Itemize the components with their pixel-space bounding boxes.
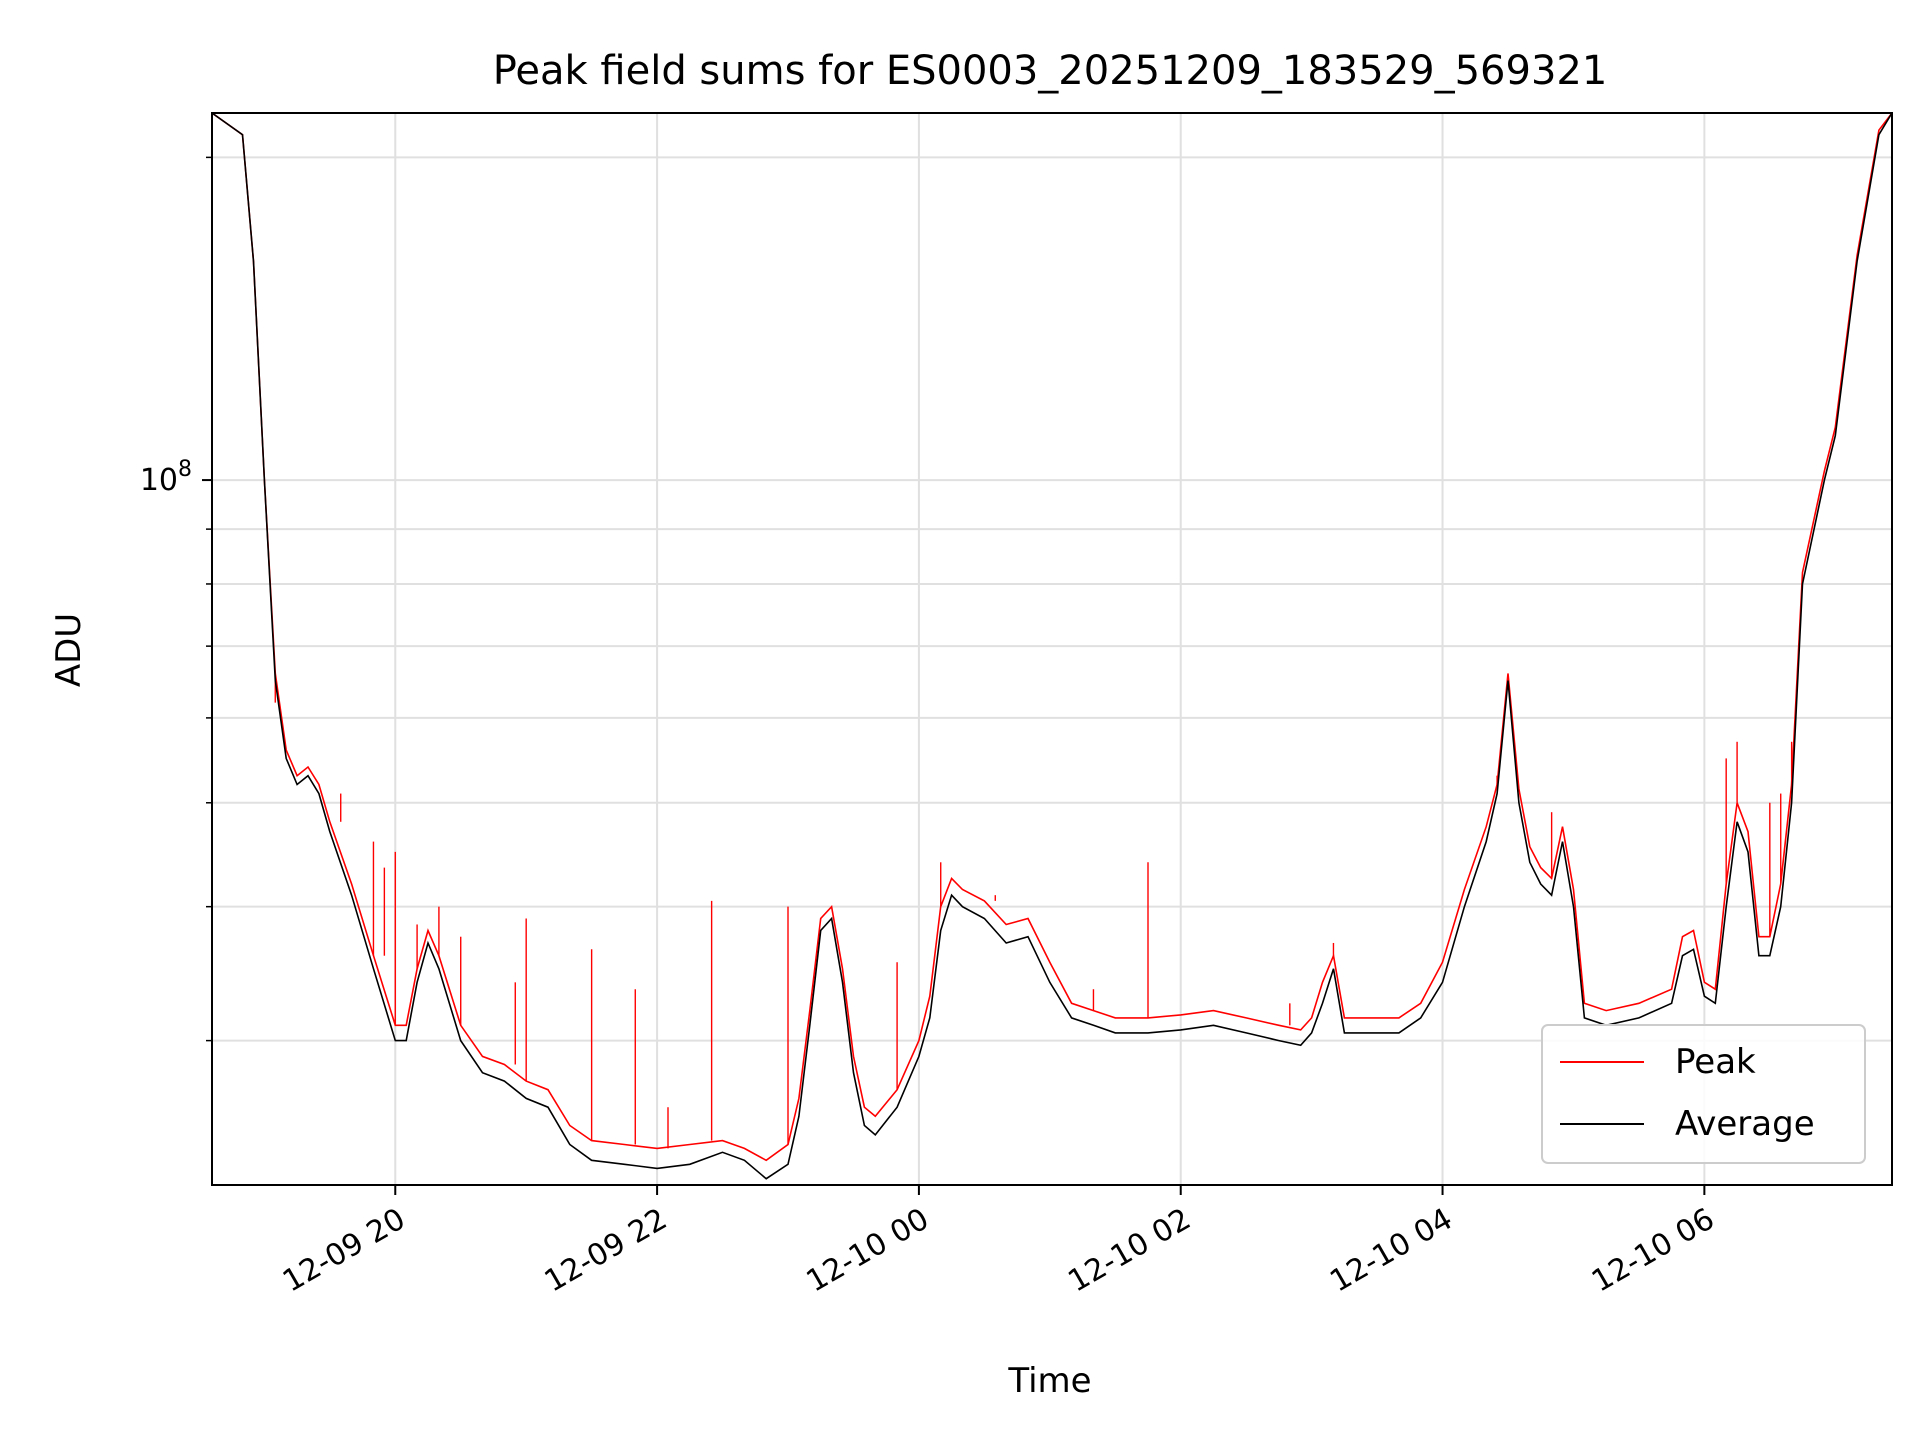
series-line-average <box>212 113 1892 1180</box>
legend-label-average: Average <box>1675 1104 1815 1144</box>
x-axis-label: Time <box>1007 1361 1091 1401</box>
grid <box>212 113 1892 1185</box>
plot-frame <box>211 112 1893 1186</box>
y-axis-label: ADU <box>49 613 89 687</box>
legend: Peak Average <box>1541 1024 1866 1164</box>
legend-box <box>1541 1024 1866 1164</box>
chart-title: Peak field sums for ES0003_20251209_1835… <box>493 48 1608 94</box>
legend-label-peak: Peak <box>1675 1042 1756 1082</box>
y-tick-label: 108 <box>140 457 192 498</box>
plot-lines <box>212 113 1892 1180</box>
